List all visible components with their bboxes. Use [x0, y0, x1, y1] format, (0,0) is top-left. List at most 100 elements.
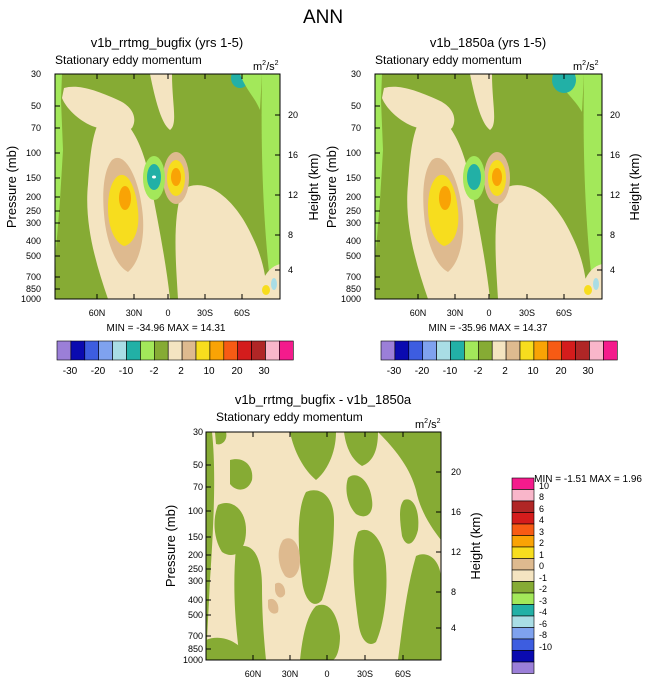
y-tick-label: 500	[26, 251, 41, 261]
y-tick-label: 200	[26, 192, 41, 202]
colorbar-swatch	[251, 340, 266, 361]
colorbar-swatch	[394, 340, 410, 361]
colorbar-swatch	[511, 627, 535, 640]
x-axis: 60N 30N 0 30S 60S	[245, 432, 411, 679]
y2-tick-label: 8	[610, 230, 615, 240]
y-axis: 30 50 70 100 150 200 250 300 400 500 700…	[324, 69, 380, 304]
colorbar-swatch	[408, 340, 423, 361]
colorbar-label: 2	[539, 538, 544, 548]
y2-tick-label: 12	[288, 190, 298, 200]
x-tick-label: 60N	[410, 308, 427, 318]
colorbar-label: 2	[178, 366, 184, 377]
colorbar-label: -30	[387, 366, 402, 377]
y-tick-label: 100	[346, 148, 361, 158]
contour-field	[55, 74, 280, 299]
x-tick-label: 0	[486, 308, 491, 318]
colorbar-label: -3	[539, 596, 547, 606]
y-tick-label: 1000	[341, 294, 361, 304]
y-tick-label: 50	[351, 101, 361, 111]
colorbar-label: -1	[539, 573, 547, 583]
plot-frame	[205, 431, 442, 661]
min-max-label: MIN = -35.96 MAX = 14.37	[429, 323, 548, 334]
y-tick-label: 30	[351, 69, 361, 79]
y-tick-label: 200	[188, 550, 203, 560]
colorbar-swatch	[511, 477, 535, 490]
y-tick-label: 70	[31, 123, 41, 133]
y2-tick-label: 16	[451, 507, 461, 517]
colorbar-swatch	[70, 340, 86, 361]
x-tick-label: 30S	[357, 669, 373, 679]
panel-subtitle: Stationary eddy momentum	[375, 53, 522, 67]
colorbar-label: 10	[527, 366, 539, 377]
units-label: m2/s2	[415, 418, 441, 431]
colorbar-swatch	[223, 340, 239, 361]
colorbar-label: 0	[539, 561, 544, 571]
colorbar-swatch	[464, 340, 479, 361]
x-tick-label: 0	[324, 669, 329, 679]
colorbar-label: -6	[539, 619, 547, 629]
colorbar-label: -20	[91, 366, 106, 377]
y-tick-label: 1000	[21, 294, 41, 304]
y-tick-label: 400	[188, 595, 203, 605]
colorbar-label: -2	[150, 366, 159, 377]
y-ticks	[55, 73, 60, 290]
panel-2: v1b_1850a (yrs 1-5) Stationary eddy mome…	[324, 35, 642, 377]
y2-tick-label: 12	[610, 190, 620, 200]
colorbar-swatch	[511, 535, 535, 548]
panel-3: v1b_rrtmg_bugfix - v1b_1850a Stationary …	[163, 392, 642, 679]
y2-tick-label: 4	[610, 265, 615, 275]
colorbar-swatch	[422, 340, 437, 361]
y-tick-label: 150	[346, 173, 361, 183]
colorbar-swatch	[511, 650, 535, 663]
colorbar-swatch	[511, 558, 535, 571]
colorbar-swatch	[98, 340, 113, 361]
colorbar-swatch	[511, 615, 535, 628]
x-tick-label: 30N	[282, 669, 299, 679]
colorbar-label: -10	[119, 366, 134, 377]
min-max-label: MIN = -34.96 MAX = 14.31	[107, 323, 226, 334]
y-tick-label: 700	[346, 272, 361, 282]
y-tick-label: 30	[193, 427, 203, 437]
y2-ticks	[436, 471, 441, 629]
colorbar-label: -10	[443, 366, 458, 377]
colorbar-label: -30	[63, 366, 78, 377]
colorbar-label: 6	[539, 504, 544, 514]
x-tick-label: 30N	[447, 308, 464, 318]
panel-1: v1b_rrtmg_bugfix (yrs 1-5) Stationary ed…	[4, 35, 321, 377]
colorbar-label: -2	[474, 366, 483, 377]
min-max-label: MIN = -1.51 MAX = 1.96	[534, 474, 642, 485]
colorbar-label: 20	[555, 366, 567, 377]
colorbar-label: -8	[539, 630, 547, 640]
colorbar-swatch	[436, 340, 451, 361]
colorbar	[56, 340, 294, 361]
y-tick-label: 250	[188, 564, 203, 574]
y-tick-label: 500	[346, 251, 361, 261]
y-tick-label: 500	[188, 610, 203, 620]
panel-title: v1b_rrtmg_bugfix - v1b_1850a	[235, 392, 412, 407]
y-tick-label: 700	[26, 272, 41, 282]
colorbar-labels: -30 -20 -10 -2 2 10 20 30	[387, 366, 594, 377]
x-tick-label: 60N	[89, 308, 106, 318]
y-tick-label: 100	[26, 148, 41, 158]
y2-ticks	[275, 114, 280, 271]
x-tick-label: 30S	[519, 308, 535, 318]
colorbar-swatch	[505, 340, 521, 361]
colorbar-swatch	[112, 340, 127, 361]
colorbar-swatch	[547, 340, 562, 361]
y2-tick-label: 20	[451, 467, 461, 477]
colorbar-label: -10	[539, 642, 552, 652]
y-tick-label: 200	[346, 192, 361, 202]
y-axis-label: Pressure (mb)	[324, 146, 339, 228]
y-ticks	[206, 431, 211, 650]
y-tick-label: 250	[26, 206, 41, 216]
y-tick-label: 250	[346, 206, 361, 216]
y-tick-label: 150	[26, 173, 41, 183]
colorbar-swatch	[511, 581, 535, 594]
y2-tick-label: 4	[451, 623, 456, 633]
y-tick-label: 850	[26, 284, 41, 294]
y-tick-label: 850	[188, 644, 203, 654]
y-tick-label: 70	[351, 123, 361, 133]
colorbar-swatch	[84, 340, 100, 361]
colorbar-swatch	[511, 500, 535, 513]
